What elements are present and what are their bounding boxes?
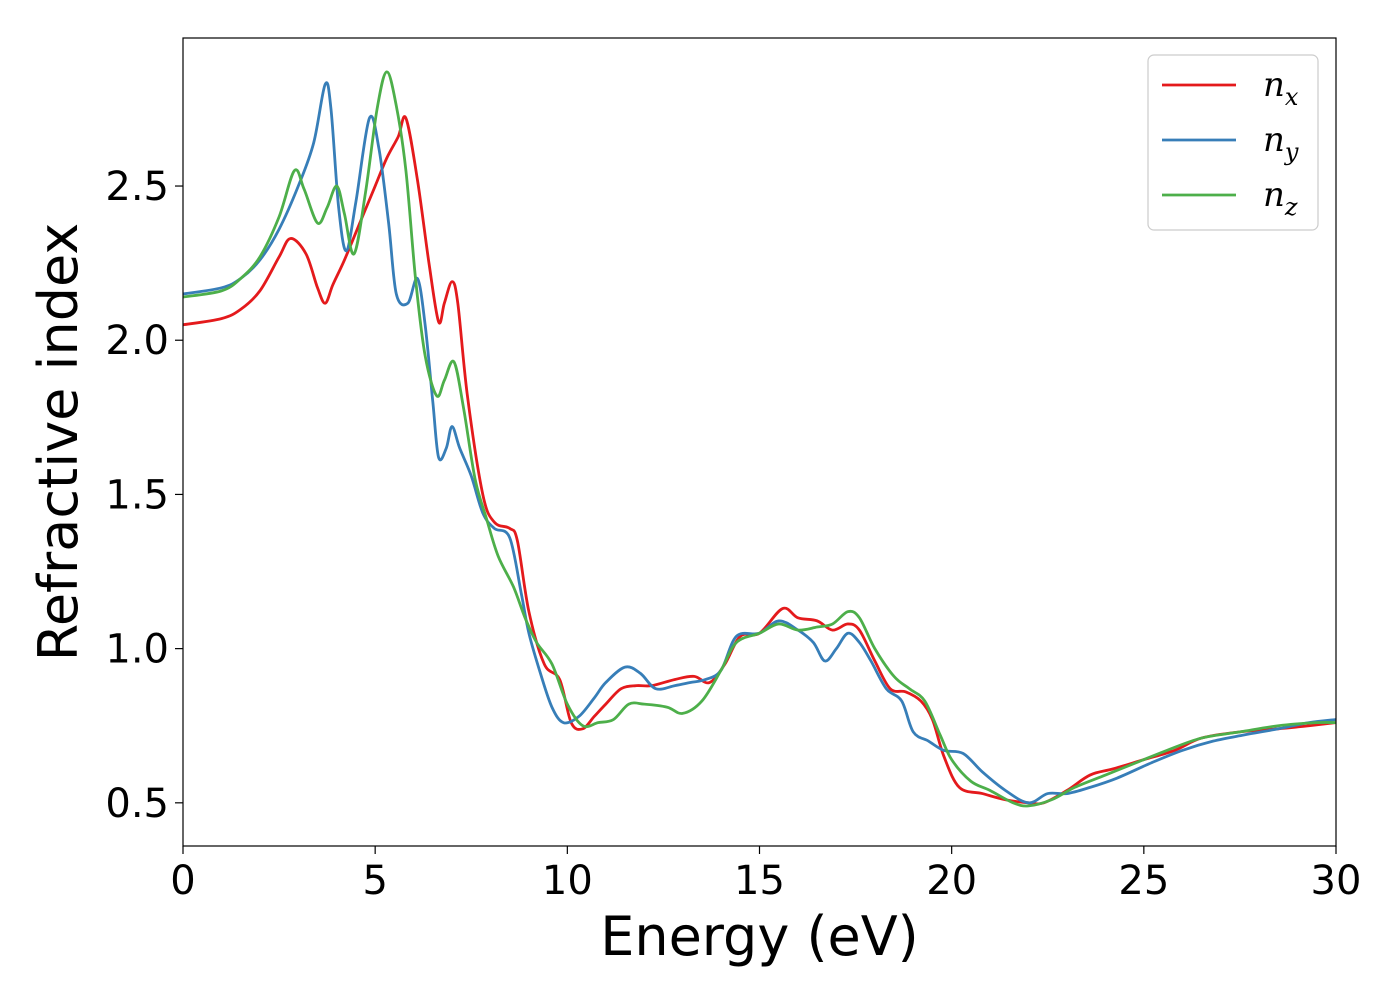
legend-label-ny: ny (1263, 120, 1299, 166)
series-line-nz (183, 70, 1336, 808)
x-tick-label: 5 (362, 858, 387, 904)
y-tick-label: 1.5 (105, 472, 169, 518)
x-tick-label: 20 (926, 858, 977, 904)
series-lines (183, 70, 1336, 808)
y-tick-label: 1.0 (105, 627, 169, 673)
y-tick-label: 2.0 (105, 318, 169, 364)
legend-box (1147, 54, 1319, 231)
x-tick-label: 0 (170, 858, 195, 904)
legend: nx ny nz (1147, 54, 1319, 231)
x-tick-label: 30 (1311, 858, 1362, 904)
series-line-ny (183, 81, 1336, 805)
series-line-nx (183, 115, 1336, 806)
x-tick-label: 10 (542, 858, 593, 904)
plot-area (183, 38, 1336, 846)
x-tick-label: 15 (734, 858, 785, 904)
y-tick-label: 0.5 (105, 781, 169, 827)
y-axis-title: Refractive index (27, 223, 90, 662)
axis-ticks: 0 5 10 15 20 25 30 0.5 1.0 1.5 2.0 2.5 (105, 164, 1361, 904)
y-tick-label: 2.5 (105, 164, 169, 210)
x-axis-title: Energy (eV) (600, 905, 919, 968)
legend-label-nz: nz (1263, 175, 1298, 221)
legend-label-nx: nx (1263, 65, 1299, 111)
x-tick-label: 25 (1118, 858, 1169, 904)
